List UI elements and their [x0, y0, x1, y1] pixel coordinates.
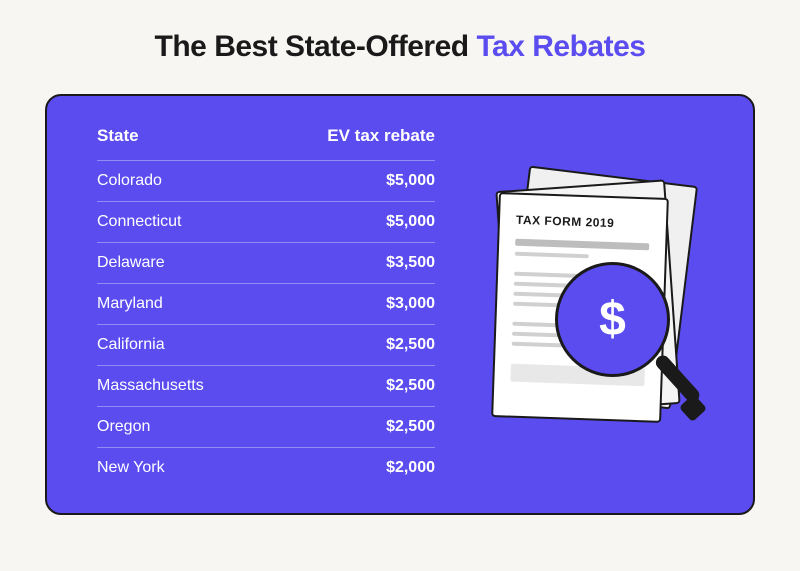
- rebate-value: $2,000: [386, 459, 435, 477]
- rebate-value: $2,500: [386, 336, 435, 354]
- rebate-card: State EV tax rebate Colorado $5,000 Conn…: [45, 94, 755, 515]
- paper-label: TAX FORM 2019: [516, 213, 650, 232]
- state-name: New York: [97, 459, 165, 477]
- state-name: Oregon: [97, 418, 150, 436]
- rebate-table: State EV tax rebate Colorado $5,000 Conn…: [97, 126, 435, 488]
- state-name: Maryland: [97, 295, 163, 313]
- col-state: State: [97, 126, 139, 146]
- rebate-value: $2,500: [386, 377, 435, 395]
- table-row: California $2,500: [97, 324, 435, 365]
- rebate-value: $2,500: [386, 418, 435, 436]
- rebate-value: $5,000: [386, 213, 435, 231]
- dollar-icon: $: [599, 292, 626, 347]
- rebate-value: $3,000: [386, 295, 435, 313]
- tax-form-illustration: TAX FORM 2019 $: [465, 167, 725, 447]
- state-name: California: [97, 336, 165, 354]
- text-line-icon: [515, 239, 649, 251]
- state-name: Connecticut: [97, 213, 182, 231]
- table-row: Delaware $3,500: [97, 242, 435, 283]
- state-name: Massachusetts: [97, 377, 204, 395]
- table-row: Oregon $2,500: [97, 406, 435, 447]
- table-row: Colorado $5,000: [97, 160, 435, 201]
- table-row: Maryland $3,000: [97, 283, 435, 324]
- text-line-icon: [515, 252, 589, 259]
- magnifier-lens-icon: $: [555, 262, 670, 377]
- magnifier-icon: $: [555, 262, 705, 432]
- table-row: Connecticut $5,000: [97, 201, 435, 242]
- table-row: Massachusetts $2,500: [97, 365, 435, 406]
- state-name: Colorado: [97, 172, 162, 190]
- table-header: State EV tax rebate: [97, 126, 435, 160]
- page-title: The Best State-Offered Tax Rebates: [45, 30, 755, 64]
- title-accent: Tax Rebates: [476, 30, 645, 63]
- magnifier-handle-tip-icon: [679, 394, 707, 422]
- title-prefix: The Best State-Offered: [155, 30, 477, 63]
- state-name: Delaware: [97, 254, 165, 272]
- rebate-value: $3,500: [386, 254, 435, 272]
- table-row: New York $2,000: [97, 447, 435, 488]
- rebate-value: $5,000: [386, 172, 435, 190]
- col-rebate: EV tax rebate: [327, 126, 435, 146]
